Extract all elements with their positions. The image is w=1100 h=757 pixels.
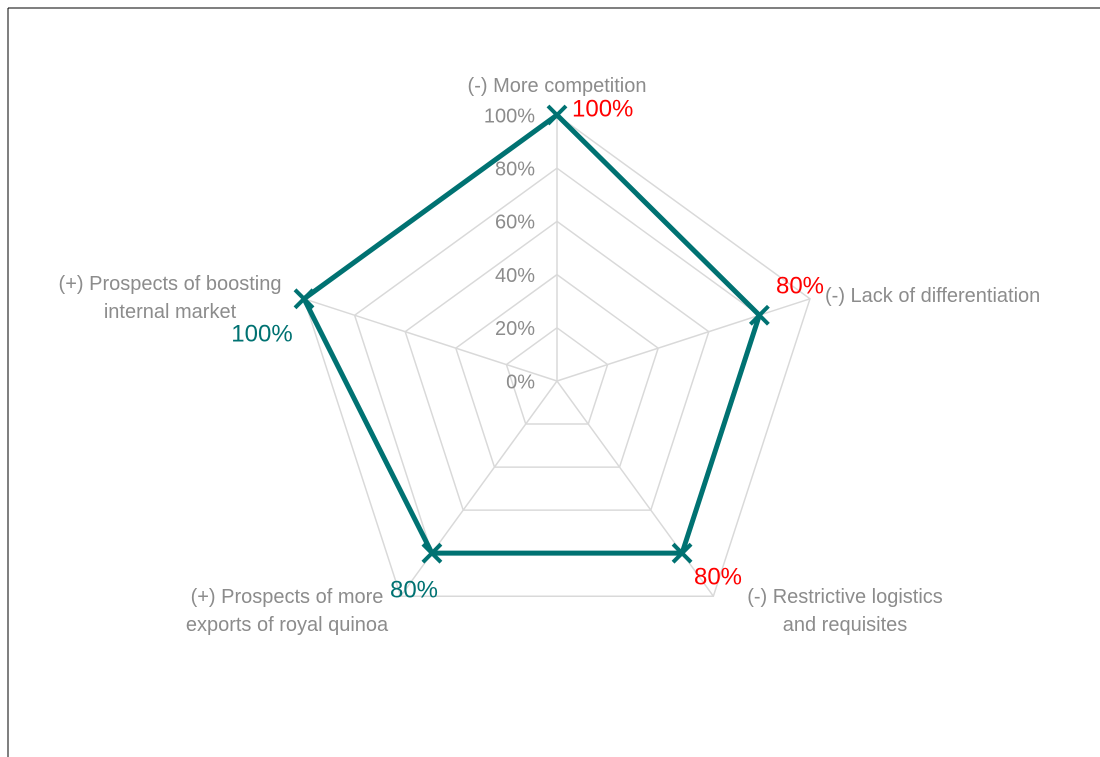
marker [671,542,693,564]
category-label: (-) Restrictive logistics and requisites [747,586,943,636]
spoke [556,380,714,597]
data-label: 80% [694,563,742,590]
grid-ring [404,220,710,511]
r-tick-label: 60% [495,212,535,234]
category-label: (+) Prospects of more exports of royal qu… [186,586,389,636]
data-label: 100% [231,320,292,347]
r-tick-label: 0% [506,371,535,393]
r-tick-label: 40% [495,265,535,287]
category-label: (+) Prospects of boosting internal market [59,273,282,323]
marker [293,288,315,310]
category-label: (-) Lack of differentiation [825,285,1040,307]
marker [546,104,568,126]
r-tick-label: 80% [495,158,535,180]
marker [748,304,770,326]
grid-ring [454,273,660,468]
r-tick-label: 100% [484,105,535,127]
spoke [400,380,558,597]
spoke [556,298,811,382]
r-tick-label: 20% [495,318,535,340]
grid-ring [505,326,609,425]
category-label: (-) More competition [468,75,647,97]
data-label: 80% [390,576,438,603]
data-label: 100% [572,95,633,122]
data-label: 80% [776,272,824,299]
spoke [303,298,558,382]
marker [421,542,443,564]
series-line [301,112,762,556]
